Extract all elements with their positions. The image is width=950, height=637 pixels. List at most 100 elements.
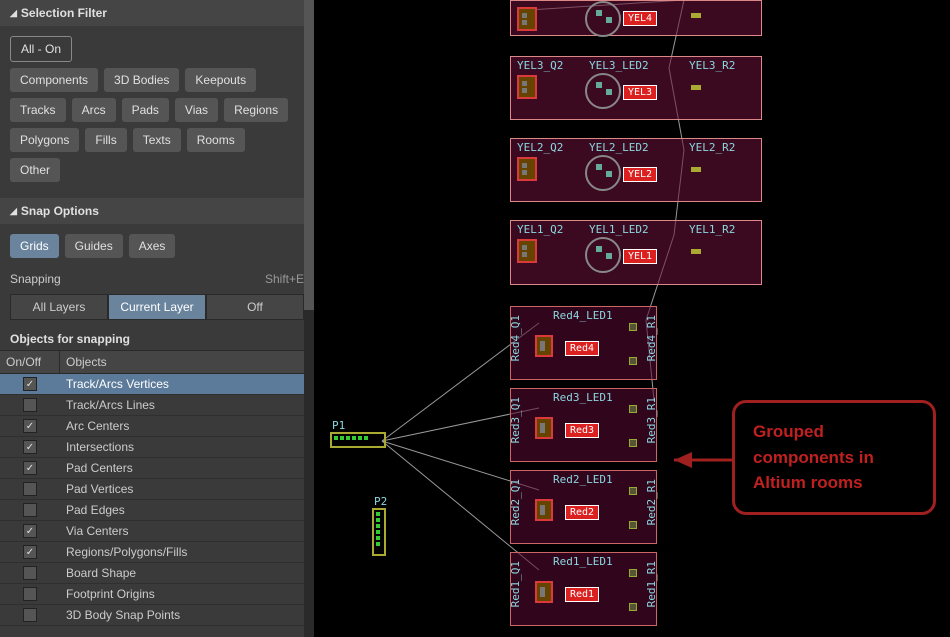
snap-checkbox[interactable]: [23, 503, 37, 517]
connector-p1[interactable]: [330, 432, 386, 448]
designator: YEL1_R2: [689, 223, 735, 236]
led-silkscreen[interactable]: [585, 237, 621, 273]
filter-texts[interactable]: Texts: [133, 128, 181, 152]
filter-tracks[interactable]: Tracks: [10, 98, 66, 122]
small-pad[interactable]: [629, 521, 637, 529]
filter-arcs[interactable]: Arcs: [72, 98, 116, 122]
snap-guides[interactable]: Guides: [65, 234, 123, 258]
snap-checkbox[interactable]: [23, 608, 37, 622]
designator: YEL3_R2: [689, 59, 735, 72]
pad[interactable]: [535, 417, 553, 439]
snap-axes[interactable]: Axes: [129, 234, 176, 258]
snap-options-header[interactable]: Snap Options: [0, 198, 314, 224]
small-pad[interactable]: [629, 357, 637, 365]
yellow-room[interactable]: YEL1_Q2 YEL1_LED2 YEL1_R2 YEL1: [510, 220, 762, 285]
snap-checkbox[interactable]: ✓: [23, 377, 37, 391]
small-pad[interactable]: [629, 323, 637, 331]
pad[interactable]: [517, 7, 537, 31]
scroll-thumb[interactable]: [304, 0, 314, 310]
snap-row[interactable]: Pad Edges: [0, 500, 314, 521]
snap-row[interactable]: Pad Vertices: [0, 479, 314, 500]
filter-components[interactable]: Components: [10, 68, 98, 92]
snap-row[interactable]: ✓Via Centers: [0, 521, 314, 542]
col-objects: Objects: [60, 351, 314, 373]
yellow-room[interactable]: YEL4: [510, 0, 762, 36]
yellow-room[interactable]: YEL3_Q2 YEL3_LED2 YEL3_R2 YEL3: [510, 56, 762, 120]
snap-row[interactable]: ✓ Pad Centers: [0, 458, 314, 479]
selection-filter-header[interactable]: Selection Filter: [0, 0, 314, 26]
designator: YEL2_R2: [689, 141, 735, 154]
layer-tab-current-layer[interactable]: Current Layer: [108, 294, 206, 320]
annotation-line3: Altium rooms: [753, 470, 915, 496]
red-room[interactable]: Red3_Q1 Red3_LED1 Red3_R1 Red3: [510, 388, 657, 462]
snap-item-label: Pad Vertices: [60, 479, 314, 499]
snap-row[interactable]: Footprint Origins: [0, 584, 314, 605]
panel-scrollbar[interactable]: [304, 0, 314, 637]
all-on-button[interactable]: All - On: [10, 36, 72, 62]
snap-row[interactable]: ✓Regions/Polygons/Fills: [0, 542, 314, 563]
pad[interactable]: [517, 75, 537, 99]
led-silkscreen[interactable]: [585, 155, 621, 191]
designator: Red3_Q1: [509, 397, 522, 443]
snap-item-label: Board Shape: [60, 563, 314, 583]
layer-tab-off[interactable]: Off: [206, 294, 304, 320]
filter-3d-bodies[interactable]: 3D Bodies: [104, 68, 179, 92]
led-silkscreen[interactable]: [585, 1, 621, 37]
snap-checkbox[interactable]: [23, 566, 37, 580]
small-pad[interactable]: [629, 569, 637, 577]
snap-grids[interactable]: Grids: [10, 234, 59, 258]
resistor-pad[interactable]: [691, 167, 701, 172]
filter-rooms[interactable]: Rooms: [187, 128, 245, 152]
pcb-canvas[interactable]: YEL4 YEL3_Q2 YEL3_LED2 YEL3_R2 YEL3 YEL2…: [314, 0, 950, 637]
designator: YEL1_LED2: [589, 223, 649, 236]
snap-checkbox[interactable]: [23, 398, 37, 412]
snapping-table: ✓Track/Arcs VerticesTrack/Arcs Lines✓Arc…: [0, 374, 314, 626]
snap-checkbox[interactable]: ✓: [23, 545, 37, 559]
pad[interactable]: [535, 335, 553, 357]
net-tag: Red3: [565, 423, 599, 438]
filter-fills[interactable]: Fills: [85, 128, 126, 152]
snapping-row: Snapping Shift+E: [0, 268, 314, 290]
small-pad[interactable]: [629, 487, 637, 495]
designator: YEL1_Q2: [517, 223, 563, 236]
layer-tab-all-layers[interactable]: All Layers: [10, 294, 108, 320]
snap-row[interactable]: Board Shape: [0, 563, 314, 584]
filter-polygons[interactable]: Polygons: [10, 128, 79, 152]
pad[interactable]: [517, 157, 537, 181]
snap-checkbox[interactable]: ✓: [23, 461, 37, 475]
col-onoff: On/Off: [0, 351, 60, 373]
snap-checkbox[interactable]: [23, 587, 37, 601]
small-pad[interactable]: [629, 405, 637, 413]
connector-p2[interactable]: [372, 508, 386, 556]
snap-item-label: Pad Centers: [60, 458, 314, 478]
filter-vias[interactable]: Vias: [175, 98, 218, 122]
snap-row[interactable]: ✓Arc Centers: [0, 416, 314, 437]
resistor-pad[interactable]: [691, 249, 701, 254]
snapping-label: Snapping: [10, 272, 61, 286]
resistor-pad[interactable]: [691, 85, 701, 90]
pad[interactable]: [535, 581, 553, 603]
small-pad[interactable]: [629, 439, 637, 447]
red-room[interactable]: Red1_Q1 Red1_LED1 Red1_R1 Red1: [510, 552, 657, 626]
filter-regions[interactable]: Regions: [224, 98, 288, 122]
small-pad[interactable]: [629, 603, 637, 611]
snap-row[interactable]: 3D Body Snap Points: [0, 605, 314, 626]
pad[interactable]: [517, 239, 537, 263]
filter-keepouts[interactable]: Keepouts: [185, 68, 256, 92]
filter-pads[interactable]: Pads: [122, 98, 169, 122]
snap-checkbox[interactable]: ✓: [23, 419, 37, 433]
snap-row[interactable]: Track/Arcs Lines: [0, 395, 314, 416]
snap-checkbox[interactable]: [23, 482, 37, 496]
led-silkscreen[interactable]: [585, 73, 621, 109]
snap-row[interactable]: ✓Track/Arcs Vertices: [0, 374, 314, 395]
snap-checkbox[interactable]: ✓: [23, 524, 37, 538]
red-room[interactable]: Red2_Q1 Red2_LED1 Red2_R1 Red2: [510, 470, 657, 544]
yellow-room[interactable]: YEL2_Q2 YEL2_LED2 YEL2_R2 YEL2: [510, 138, 762, 202]
pad[interactable]: [535, 499, 553, 521]
resistor-pad[interactable]: [691, 13, 701, 18]
snap-row[interactable]: ✓Intersections: [0, 437, 314, 458]
annotation-callout: Grouped components in Altium rooms: [732, 400, 936, 515]
snap-checkbox[interactable]: ✓: [23, 440, 37, 454]
red-room[interactable]: Red4_Q1 Red4_LED1 Red4_R1 Red4: [510, 306, 657, 380]
filter-other[interactable]: Other: [10, 158, 60, 182]
